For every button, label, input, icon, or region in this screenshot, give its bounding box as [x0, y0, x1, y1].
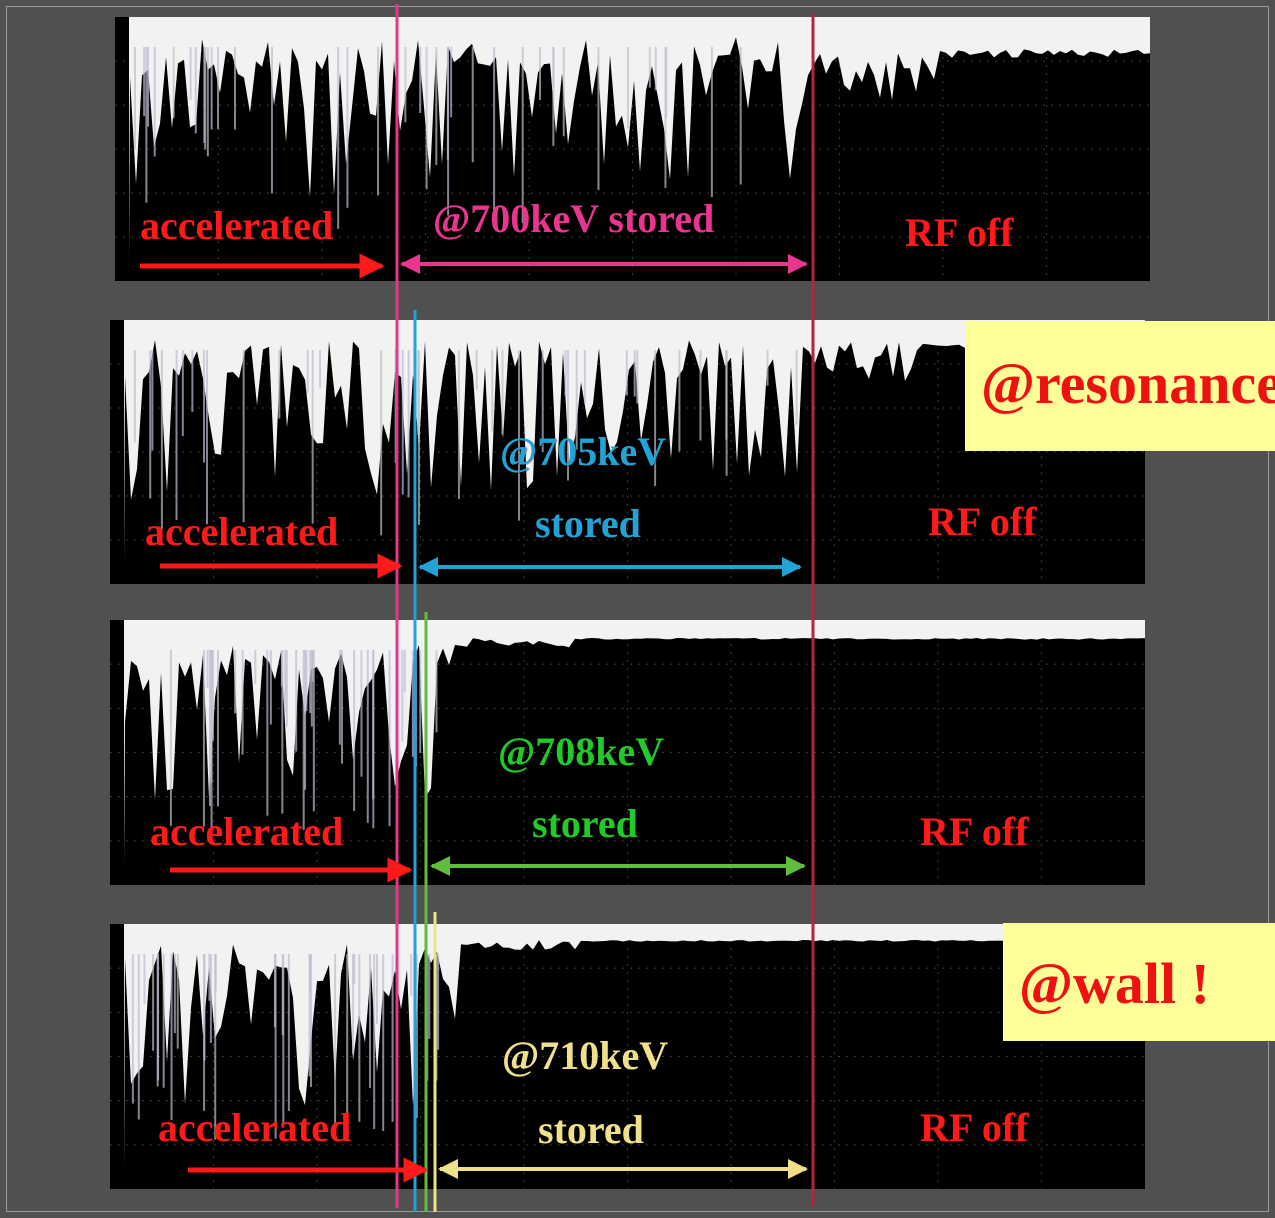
- energy-label-708: @708keV: [498, 729, 665, 774]
- stored-label-700: @700keV stored: [433, 196, 715, 241]
- energy-label-705: @705keV: [500, 429, 667, 474]
- beam-signal-trace: [124, 620, 1145, 865]
- beam-signal-trace: [124, 320, 1145, 564]
- accelerated-label: accelerated: [158, 1105, 352, 1150]
- scope-panel-708: @708keV stored accelerated RF off: [110, 620, 1145, 885]
- rf-off-label: RF off: [920, 809, 1029, 854]
- rf-off-label: RF off: [928, 499, 1037, 544]
- rf-off-label: RF off: [920, 1105, 1029, 1150]
- energy-label-710: @710keV: [502, 1033, 669, 1078]
- slide-border: [6, 6, 1269, 1212]
- accelerated-label: accelerated: [145, 509, 339, 554]
- scope-trace-705: [110, 320, 1145, 584]
- scope-trace-700: [115, 17, 1150, 281]
- scope-trace-710: [110, 924, 1145, 1189]
- stored-label-705: stored: [535, 501, 641, 546]
- wall-callout: @wall !: [1003, 923, 1275, 1041]
- resonance-callout: @resonance: [965, 321, 1275, 451]
- accelerated-label: accelerated: [150, 809, 344, 854]
- beam-signal-trace: [129, 17, 1150, 261]
- accelerated-label: accelerated: [140, 203, 334, 248]
- rf-off-label: RF off: [905, 210, 1014, 255]
- stored-label-710: stored: [538, 1107, 644, 1152]
- scope-panel-710: @710keV stored accelerated RF off: [110, 924, 1145, 1189]
- stored-label-708: stored: [532, 801, 638, 846]
- scope-panel-700: accelerated @700keV stored RF off: [115, 17, 1150, 281]
- beam-signal-trace: [124, 924, 1145, 1169]
